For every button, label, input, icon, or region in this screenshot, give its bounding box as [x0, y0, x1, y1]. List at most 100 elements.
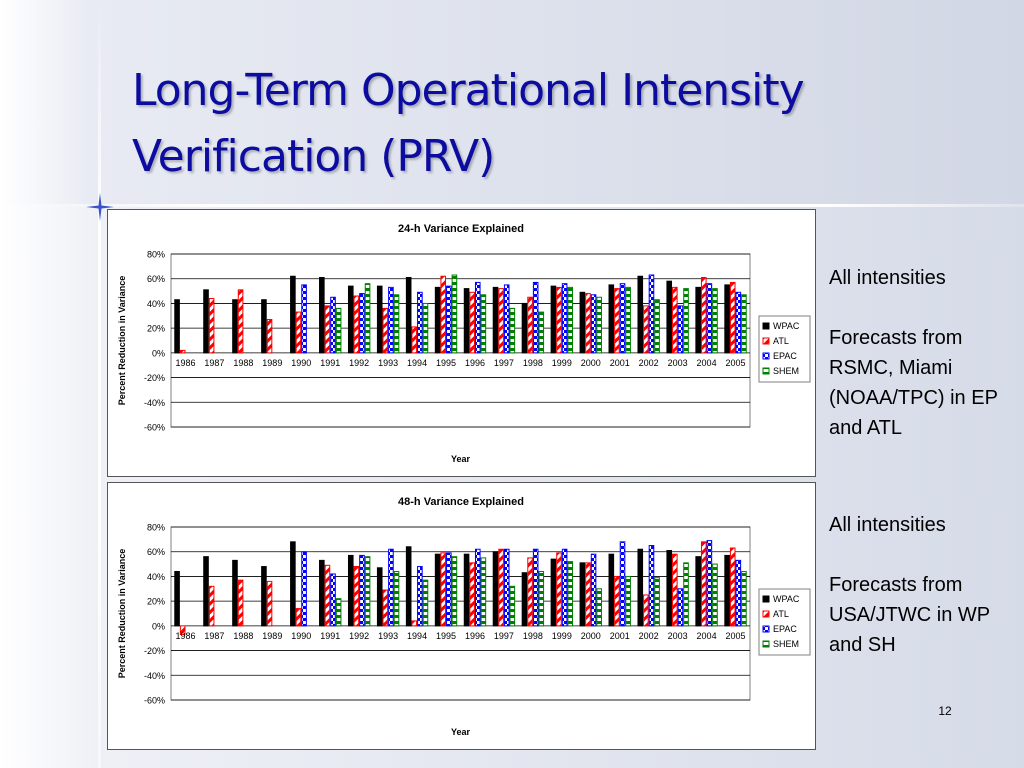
bar-epac — [474, 281, 481, 354]
bar-shem — [596, 588, 602, 627]
bar-wpac — [203, 289, 209, 354]
x-tick-label: 1988 — [233, 358, 253, 368]
bar-shem — [538, 570, 545, 627]
bar-wpac — [550, 285, 557, 354]
bar-wpac — [376, 567, 383, 627]
bar-shem — [654, 577, 660, 627]
bar-epac — [388, 286, 394, 354]
bar-wpac — [579, 291, 586, 354]
decorative-horizontal-line — [0, 204, 1024, 207]
plot-area — [170, 526, 751, 701]
bar-atl — [643, 305, 649, 354]
bar-atl — [614, 288, 620, 354]
bar-shem — [422, 579, 429, 627]
bar-shem — [654, 299, 660, 354]
legend-label-atl: ATL — [773, 336, 789, 346]
x-tick-label: 1999 — [552, 631, 572, 641]
chart-48h: 48-h Variance Explained 80% 60% 40% 20% 0% -20… — [117, 496, 811, 737]
legend-swatch-atl — [762, 337, 770, 345]
bar-wpac — [695, 556, 701, 627]
bar-epac — [590, 553, 597, 627]
bar-epac — [503, 284, 510, 354]
y-tick-label: 60% — [147, 274, 165, 284]
bar-wpac — [319, 559, 325, 627]
bar-shem — [567, 286, 574, 354]
bar-wpac — [203, 556, 209, 627]
bar-atl — [527, 557, 533, 627]
bar-atl — [556, 552, 562, 627]
legend-label-wpac: WPAC — [773, 321, 800, 331]
bar-epac — [619, 283, 626, 354]
bar-wpac — [637, 548, 644, 627]
notes-24h-line2: Forecasts from RSMC, Miami (NOAA/TPC) in… — [829, 327, 998, 439]
bar-wpac — [290, 275, 296, 354]
bar-epac — [503, 548, 510, 627]
x-tick-label: 1986 — [175, 358, 195, 368]
bar-shem — [683, 562, 689, 627]
bar-atl — [237, 579, 244, 627]
bar-shem — [625, 575, 631, 627]
bar-shem — [480, 294, 487, 354]
bar-wpac — [405, 276, 412, 354]
bar-shem — [741, 570, 747, 627]
y-tick-label: -60% — [144, 423, 165, 433]
bar-atl — [382, 307, 389, 354]
bar-atl — [440, 552, 447, 627]
y-tick-label: -60% — [144, 696, 165, 706]
bar-shem — [596, 296, 602, 354]
bar-wpac — [434, 553, 441, 627]
legend-swatch-wpac — [762, 322, 770, 330]
bar-atl — [729, 281, 736, 354]
y-tick-label: -20% — [144, 646, 165, 656]
x-tick-label: 1992 — [349, 358, 369, 368]
bar-atl — [527, 296, 533, 354]
bar-wpac — [550, 558, 557, 627]
bar-atl — [585, 293, 591, 354]
x-tick-label: 1989 — [262, 358, 282, 368]
bar-shem — [538, 311, 545, 354]
x-tick-label: 1993 — [378, 631, 398, 641]
bar-atl — [643, 594, 649, 627]
bar-shem — [364, 556, 371, 627]
bar-epac — [619, 541, 626, 627]
bar-wpac — [261, 566, 267, 627]
bar-atl — [672, 553, 678, 627]
x-tick-label: 1995 — [436, 358, 456, 368]
y-tick-label: 40% — [147, 572, 165, 582]
x-tick-label: 1989 — [262, 631, 282, 641]
y-tick-label: -20% — [144, 373, 165, 383]
x-tick-label: 1997 — [494, 631, 514, 641]
bar-epac — [677, 305, 684, 354]
bar-epac — [590, 294, 597, 354]
bar-epac — [330, 573, 336, 627]
title-band — [0, 0, 1024, 207]
bar-wpac — [637, 275, 644, 354]
legend-swatch-shem — [762, 640, 770, 648]
x-tick-label: 1998 — [523, 631, 543, 641]
bar-atl — [556, 286, 562, 354]
x-tick-label: 2002 — [639, 631, 659, 641]
bar-wpac — [174, 299, 180, 354]
y-tick-label: 60% — [147, 547, 165, 557]
slide-title: Long-Term Operational Intensity Verifica… — [132, 58, 1012, 190]
notes-24h: All intensities Forecasts from RSMC, Mia… — [829, 263, 1019, 443]
legend-swatch-wpac — [762, 595, 770, 603]
bar-shem — [480, 557, 487, 627]
x-tick-label: 2004 — [697, 358, 717, 368]
legend-swatch-epac — [762, 625, 770, 633]
bar-epac — [648, 545, 655, 627]
x-tick-label: 1987 — [204, 358, 224, 368]
x-tick-label: 2000 — [581, 358, 601, 368]
decorative-vertical-line — [98, 0, 101, 768]
bar-atl — [179, 625, 186, 636]
chart-panel-24h: 24-h Variance Explained 80% 60% 40% 20% 0% -20… — [107, 209, 816, 477]
x-tick-label: 1995 — [436, 631, 456, 641]
y-axis-label: Percent Reduction in Variance — [117, 276, 127, 406]
bar-atl — [266, 318, 273, 354]
legend-swatch-epac — [762, 352, 770, 360]
x-tick-label: 1999 — [552, 358, 572, 368]
bar-atl — [585, 562, 591, 627]
bar-wpac — [232, 559, 238, 627]
sparkle-icon — [86, 193, 114, 221]
y-tick-label: 0% — [152, 621, 165, 631]
